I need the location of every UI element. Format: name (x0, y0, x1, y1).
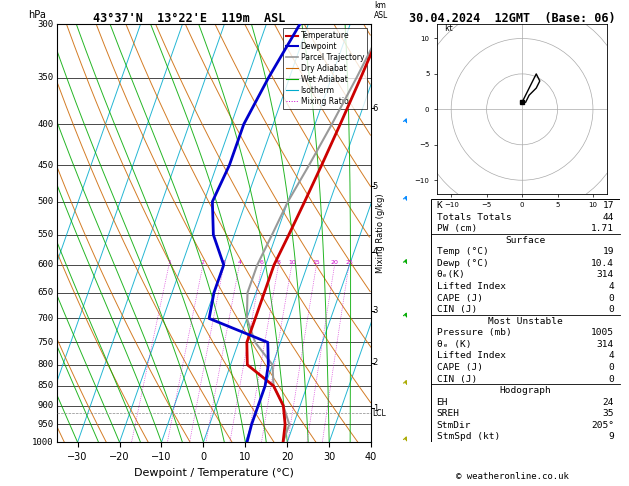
Text: 850: 850 (37, 382, 53, 390)
Text: 24: 24 (603, 398, 614, 407)
Text: PW (cm): PW (cm) (437, 224, 477, 233)
Text: 1.71: 1.71 (591, 224, 614, 233)
Text: Totals Totals: Totals Totals (437, 212, 511, 222)
Text: 700: 700 (37, 314, 53, 323)
Text: Lifted Index: Lifted Index (437, 351, 506, 361)
Text: 800: 800 (37, 360, 53, 369)
Text: 9: 9 (608, 433, 614, 441)
Text: Hodograph: Hodograph (499, 386, 551, 395)
Text: 10.4: 10.4 (591, 259, 614, 268)
Text: CAPE (J): CAPE (J) (437, 294, 482, 303)
Text: Surface: Surface (505, 236, 545, 245)
Text: 17: 17 (603, 201, 614, 210)
Text: 25: 25 (345, 260, 353, 265)
Text: 900: 900 (37, 401, 53, 410)
Text: Dewp (°C): Dewp (°C) (437, 259, 488, 268)
Text: 6: 6 (372, 104, 378, 113)
Text: CIN (J): CIN (J) (437, 305, 477, 314)
Text: hPa: hPa (28, 10, 46, 20)
Text: 950: 950 (37, 420, 53, 429)
Text: 1000: 1000 (32, 438, 53, 447)
Text: 300: 300 (37, 20, 53, 29)
Text: 600: 600 (37, 260, 53, 269)
Text: kt: kt (444, 24, 454, 34)
Text: CAPE (J): CAPE (J) (437, 363, 482, 372)
Text: Pressure (mb): Pressure (mb) (437, 328, 511, 337)
Text: θₑ (K): θₑ (K) (437, 340, 471, 349)
Text: 15: 15 (313, 260, 320, 265)
Text: 500: 500 (37, 197, 53, 206)
Text: Most Unstable: Most Unstable (488, 317, 562, 326)
Text: 0: 0 (608, 375, 614, 383)
Text: K: K (437, 201, 442, 210)
Text: 44: 44 (603, 212, 614, 222)
Text: 19: 19 (603, 247, 614, 256)
Text: km
ASL: km ASL (374, 0, 389, 20)
Text: 8: 8 (277, 260, 281, 265)
Text: 1: 1 (167, 260, 171, 265)
Text: 0: 0 (608, 294, 614, 303)
Text: 2: 2 (201, 260, 205, 265)
Text: 10: 10 (288, 260, 296, 265)
Text: 6: 6 (260, 260, 264, 265)
Text: 20: 20 (331, 260, 338, 265)
Legend: Temperature, Dewpoint, Parcel Trajectory, Dry Adiabat, Wet Adiabat, Isotherm, Mi: Temperature, Dewpoint, Parcel Trajectory… (283, 28, 367, 109)
X-axis label: Dewpoint / Temperature (°C): Dewpoint / Temperature (°C) (134, 468, 294, 478)
Text: SREH: SREH (437, 409, 460, 418)
Text: 750: 750 (37, 338, 53, 347)
Text: 314: 314 (597, 340, 614, 349)
Text: 5: 5 (372, 181, 378, 191)
Text: θₑ(K): θₑ(K) (437, 270, 465, 279)
Text: 2: 2 (372, 358, 378, 367)
Text: 314: 314 (597, 270, 614, 279)
Text: StmSpd (kt): StmSpd (kt) (437, 433, 500, 441)
Text: 400: 400 (37, 120, 53, 129)
Text: 205°: 205° (591, 421, 614, 430)
Text: 4: 4 (608, 351, 614, 361)
Text: 1: 1 (372, 404, 378, 413)
Text: 4: 4 (608, 282, 614, 291)
Text: Lifted Index: Lifted Index (437, 282, 506, 291)
Text: © weatheronline.co.uk: © weatheronline.co.uk (456, 472, 569, 481)
Text: Mixing Ratio (g/kg): Mixing Ratio (g/kg) (376, 193, 385, 273)
Text: 650: 650 (37, 288, 53, 297)
Text: 450: 450 (37, 160, 53, 170)
Text: 350: 350 (37, 73, 53, 82)
Text: CIN (J): CIN (J) (437, 375, 477, 383)
Text: 43°37'N  13°22'E  119m  ASL: 43°37'N 13°22'E 119m ASL (92, 12, 285, 25)
Text: EH: EH (437, 398, 448, 407)
Text: 3: 3 (372, 306, 378, 315)
Text: 3: 3 (222, 260, 226, 265)
Text: 30.04.2024  12GMT  (Base: 06): 30.04.2024 12GMT (Base: 06) (409, 12, 616, 25)
Text: 4: 4 (237, 260, 242, 265)
Text: LCL: LCL (372, 409, 386, 418)
Text: 550: 550 (37, 230, 53, 239)
Text: 4: 4 (372, 247, 378, 257)
Text: StmDir: StmDir (437, 421, 471, 430)
Text: 35: 35 (603, 409, 614, 418)
Text: 0: 0 (608, 305, 614, 314)
Text: Temp (°C): Temp (°C) (437, 247, 488, 256)
Text: 1005: 1005 (591, 328, 614, 337)
Text: 0: 0 (608, 363, 614, 372)
